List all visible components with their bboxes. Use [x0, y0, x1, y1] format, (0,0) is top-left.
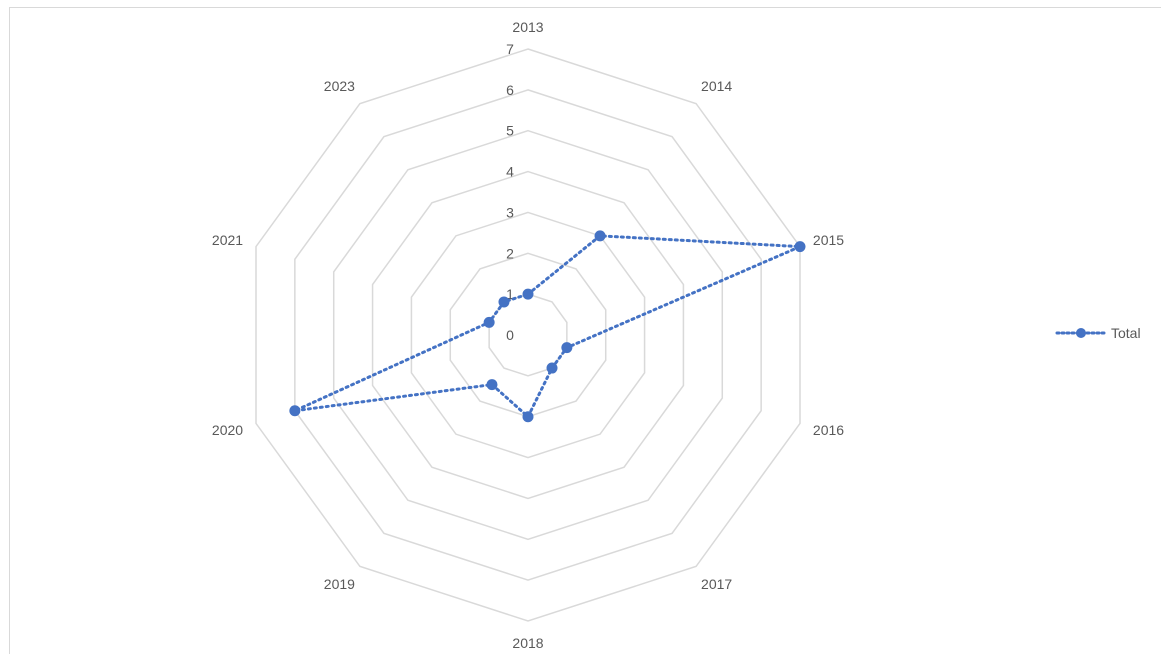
data-point — [561, 342, 573, 354]
radial-tick-label: 2 — [506, 245, 514, 261]
grid-ring-6 — [294, 89, 762, 581]
category-label: 2013 — [512, 19, 543, 35]
grid-ring-7 — [255, 48, 801, 622]
series-line — [294, 234, 801, 420]
data-point — [546, 362, 558, 374]
radial-tick-label: 3 — [506, 204, 514, 220]
data-point — [289, 405, 301, 417]
radial-tick-label: 5 — [506, 123, 514, 139]
category-label: 2015 — [813, 232, 844, 248]
grid-ring-5 — [332, 129, 724, 541]
grid-ring-3 — [410, 211, 646, 459]
data-point — [483, 316, 495, 328]
data-point — [498, 296, 510, 308]
chart-frame — [9, 7, 1161, 654]
grid-ring-1 — [488, 293, 568, 377]
category-label: 2018 — [512, 635, 543, 651]
category-label: 2019 — [324, 576, 355, 592]
legend: Total — [1055, 325, 1141, 341]
radial-tick-label: 0 — [506, 327, 514, 343]
radial-tick-label: 1 — [506, 286, 514, 302]
grid-ring-4 — [371, 170, 685, 500]
category-label: 2014 — [701, 78, 732, 94]
data-point — [522, 288, 534, 300]
legend-marker-icon — [1055, 328, 1107, 338]
category-label: 2021 — [212, 232, 243, 248]
data-point — [794, 241, 806, 253]
category-label: 2020 — [212, 422, 243, 438]
grid-ring-2 — [449, 252, 607, 418]
category-label: 2016 — [813, 422, 844, 438]
data-point — [522, 411, 534, 423]
radial-tick-label: 7 — [506, 41, 514, 57]
category-label: 2023 — [324, 78, 355, 94]
legend-label: Total — [1111, 325, 1141, 341]
radial-tick-label: 6 — [506, 82, 514, 98]
radial-tick-label: 4 — [506, 164, 514, 180]
data-point — [594, 230, 606, 242]
data-point — [486, 379, 498, 391]
category-label: 2017 — [701, 576, 732, 592]
